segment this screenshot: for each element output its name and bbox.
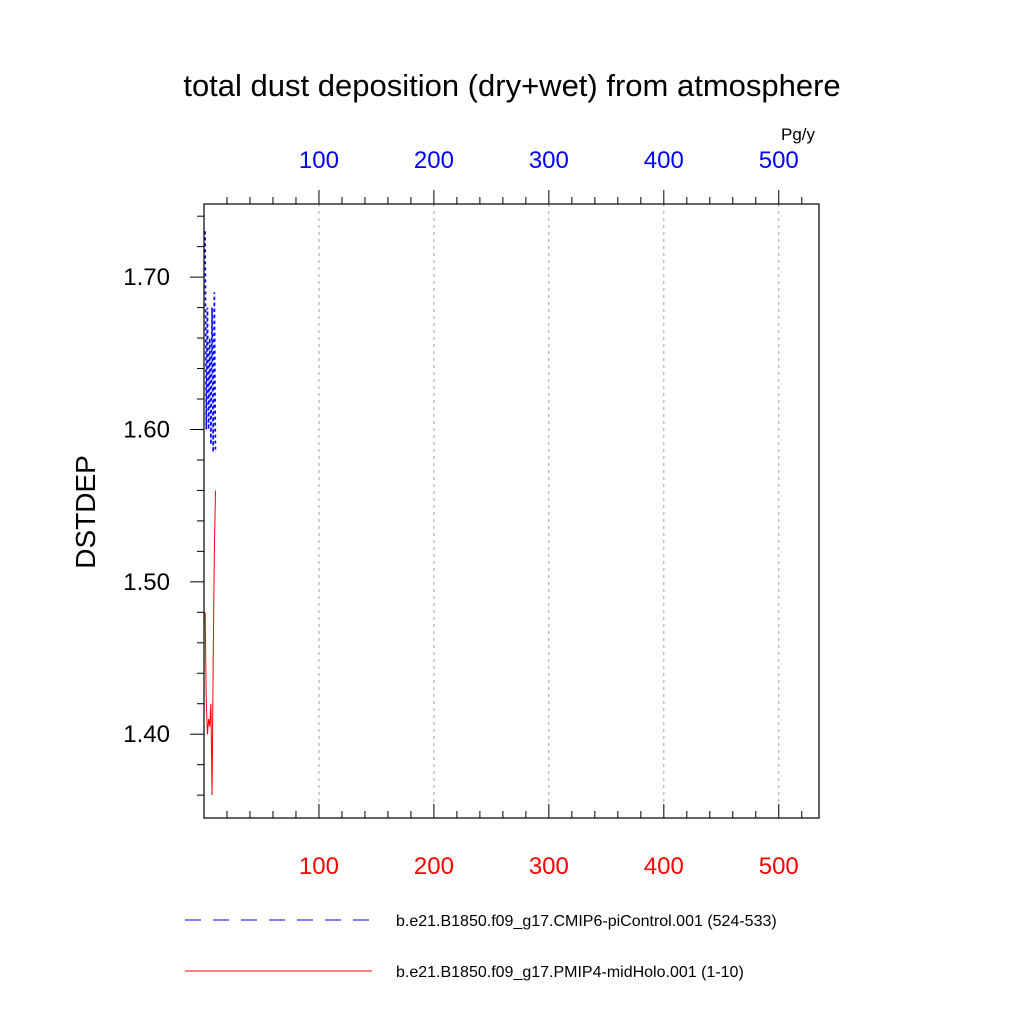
bottom-tick-label-3: 400 <box>644 853 684 880</box>
top-tick-label-1: 200 <box>414 147 454 174</box>
series-layer <box>204 231 217 796</box>
series-line-picontrol <box>204 231 217 453</box>
chart-title: total dust deposition (dry+wet) from atm… <box>183 68 840 103</box>
bottom-tick-label-2: 300 <box>529 853 569 880</box>
plot-frame <box>203 203 820 819</box>
legend: b.e21.B1850.f09_g17.CMIP6-piControl.001 … <box>185 913 777 981</box>
top-tick-label-3: 400 <box>644 147 684 174</box>
bottom-tick-label-4: 500 <box>759 853 799 880</box>
bottom-tick-label-0: 100 <box>299 853 339 880</box>
top-tick-label-4: 500 <box>759 147 799 174</box>
y-tick-label-3: 1.70 <box>123 264 170 291</box>
series-line-midholo <box>204 490 216 796</box>
legend-label-midholo: b.e21.B1850.f09_g17.PMIP4-midHolo.001 (1… <box>396 964 744 981</box>
top-tick-label-0: 100 <box>299 147 339 174</box>
y-tick-label-1: 1.50 <box>123 569 170 596</box>
top-tick-label-2: 300 <box>529 147 569 174</box>
y-tick-label-2: 1.60 <box>123 416 170 443</box>
y-axis-label: DSTDEP <box>70 455 101 569</box>
tick-label-layer: 100 200 300 400 500 100 200 300 400 500 1.40 1.50 1.… <box>123 147 799 880</box>
bottom-tick-label-1: 200 <box>414 853 454 880</box>
y-tick-label-0: 1.40 <box>123 721 170 748</box>
tick-layer <box>190 190 803 818</box>
top-axis-unit: Pg/y <box>781 125 816 144</box>
grid-layer <box>318 204 780 818</box>
legend-label-picontrol: b.e21.B1850.f09_g17.CMIP6-piControl.001 … <box>396 913 777 930</box>
